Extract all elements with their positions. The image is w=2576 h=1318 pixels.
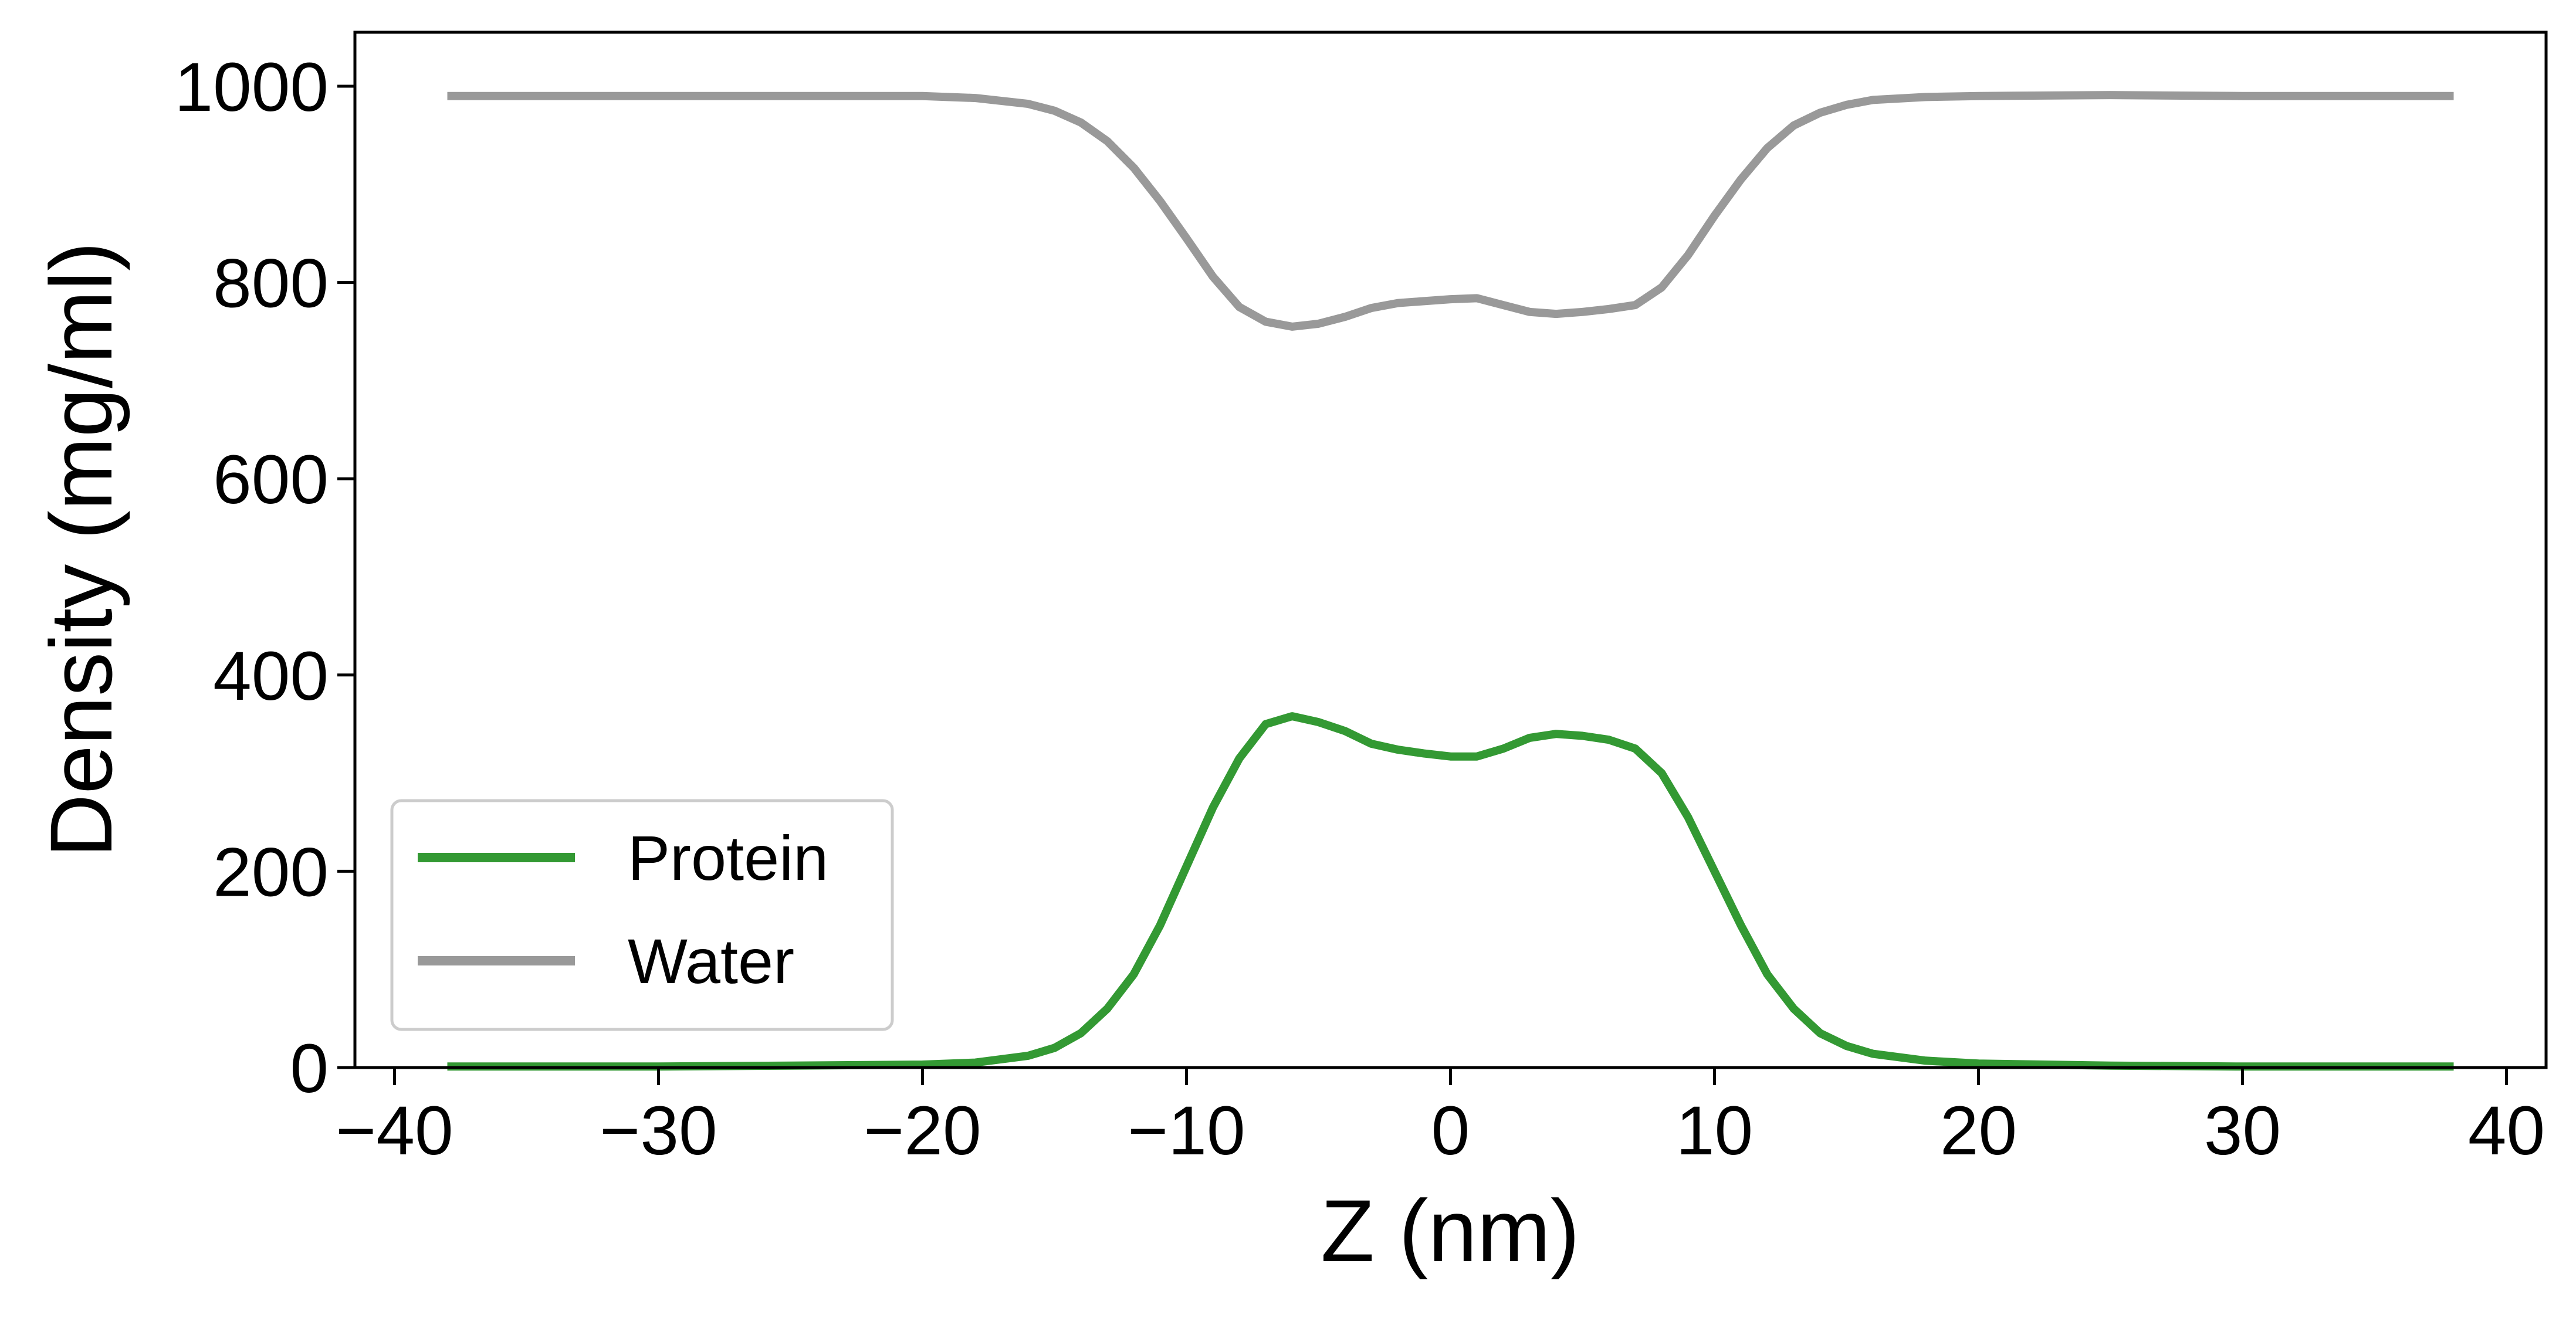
x-tick-label: 30: [2204, 1092, 2281, 1170]
x-tick-label: −30: [600, 1092, 717, 1170]
legend-label-water: Water: [628, 926, 794, 997]
y-tick-label: 200: [213, 834, 329, 911]
y-tick-label: 1000: [174, 49, 329, 126]
x-tick-label: 40: [2468, 1092, 2545, 1170]
x-tick-label: 0: [1431, 1092, 1470, 1170]
x-tick-label: −10: [1128, 1092, 1245, 1170]
y-axis-title: Density (mg/ml): [32, 242, 130, 858]
legend: Protein Water: [390, 799, 894, 1031]
x-tick-label: −40: [336, 1092, 453, 1170]
x-tick-label: 20: [1940, 1092, 2017, 1170]
y-tick-label: 0: [290, 1030, 329, 1107]
y-axis: 0 200 400 600 800 1000: [174, 49, 355, 1107]
legend-label-protein: Protein: [628, 822, 828, 893]
series-line-protein: [447, 712, 2454, 1071]
x-axis: −40 −30 −20 −10 0 10 20 30 40: [336, 1068, 2545, 1170]
x-tick-label: −20: [864, 1092, 981, 1170]
y-tick-label: 800: [213, 245, 329, 323]
series-layer: [447, 91, 2454, 1071]
y-tick-label: 600: [213, 441, 329, 519]
x-tick-label: 10: [1676, 1092, 1753, 1170]
series-line-water: [447, 91, 2454, 331]
x-axis-title: Z (nm): [1321, 1181, 1580, 1280]
y-tick-label: 400: [213, 638, 329, 715]
